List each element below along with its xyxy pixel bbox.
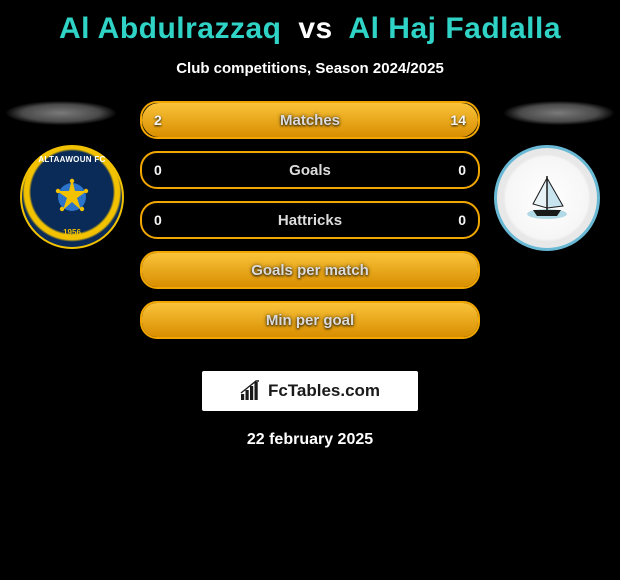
logo-text: FcTables.com xyxy=(268,381,380,401)
shadow-right xyxy=(504,101,614,125)
stats-column: 2 14 Matches 0 0 Goals 0 0 Hattricks Goals per ma… xyxy=(140,101,480,351)
subtitle: Club competitions, Season 2024/2025 xyxy=(0,60,620,77)
stat-value-left: 2 xyxy=(154,112,162,128)
stat-fill-left xyxy=(142,103,184,137)
club-badge-left: ALTAAWOUN FC 1956 xyxy=(20,145,124,249)
stat-label: Matches xyxy=(280,112,340,129)
club-badge-right xyxy=(494,145,600,251)
shadow-left xyxy=(6,101,116,125)
stat-label: Goals per match xyxy=(251,262,369,279)
page-title: Al Abdulrazzaq vs Al Haj Fadlalla xyxy=(0,0,620,46)
stat-value-right: 0 xyxy=(458,212,466,228)
mid-section: ALTAAWOUN FC 1956 xyxy=(0,101,620,361)
stat-row: Goals per match xyxy=(140,251,480,289)
stat-label: Goals xyxy=(289,162,331,179)
badge-left-year: 1956 xyxy=(22,228,122,237)
stat-value-left: 0 xyxy=(154,212,162,228)
comparison-container: Al Abdulrazzaq vs Al Haj Fadlalla Club c… xyxy=(0,0,620,580)
stat-value-left: 0 xyxy=(154,162,162,178)
bars-icon xyxy=(240,380,262,402)
player2-name: Al Haj Fadlalla xyxy=(348,12,561,45)
badge-left-arc-text: ALTAAWOUN FC xyxy=(22,155,122,164)
date-label: 22 february 2025 xyxy=(0,431,620,449)
badge-left-star-icon xyxy=(46,171,98,223)
badge-right-boat-icon xyxy=(519,170,575,226)
stat-row: 2 14 Matches xyxy=(140,101,480,139)
stat-row: 0 0 Hattricks xyxy=(140,201,480,239)
stat-label: Min per goal xyxy=(266,312,354,329)
title-vs: vs xyxy=(298,12,332,45)
stat-value-right: 14 xyxy=(450,112,466,128)
stat-row: 0 0 Goals xyxy=(140,151,480,189)
stat-row: Min per goal xyxy=(140,301,480,339)
stat-value-right: 0 xyxy=(458,162,466,178)
site-logo[interactable]: FcTables.com xyxy=(202,371,418,411)
stat-label: Hattricks xyxy=(278,212,342,229)
player1-name: Al Abdulrazzaq xyxy=(59,12,282,45)
